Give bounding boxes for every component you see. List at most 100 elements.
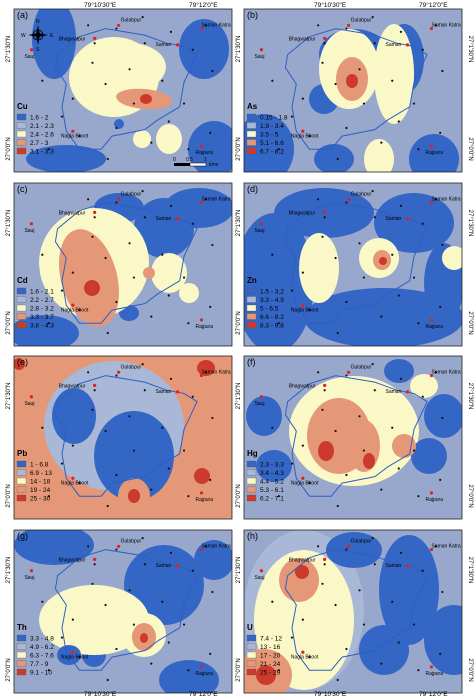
village-label: Rajpura	[425, 324, 443, 330]
sample-point	[397, 467, 400, 470]
sample-point	[187, 495, 190, 498]
sample-point	[93, 42, 96, 45]
panel-tag: (d)	[247, 184, 258, 194]
latitude-label: 27°1'30"N	[236, 210, 242, 237]
study-area-boundary	[54, 549, 198, 671]
legend-swatch	[16, 130, 27, 138]
sample-point	[167, 641, 170, 644]
panel-tag: (f)	[247, 357, 256, 367]
legend-swatch	[246, 147, 257, 155]
top-coordinate: 79°12'0"E	[419, 1, 448, 9]
village-marker	[301, 476, 305, 480]
scale-label: 0.5	[186, 157, 193, 163]
village-label: Saman Katra	[431, 370, 460, 376]
map-panel-u: Gulabpur Bhagwatpur Saman Katra Saman Sauj Na…	[243, 529, 463, 694]
village-label: Rajpura	[195, 671, 213, 677]
village-marker	[323, 557, 327, 561]
legend-title: Pb	[17, 449, 27, 458]
village-marker	[429, 318, 434, 322]
sample-point	[104, 82, 107, 86]
sample-point	[41, 426, 44, 429]
sample-point	[187, 322, 190, 325]
north-label: N	[36, 19, 40, 25]
legend-label: 3.3 - 3.7	[30, 314, 54, 321]
village-marker	[323, 210, 327, 214]
sample-point	[334, 603, 337, 607]
village-marker	[199, 547, 204, 552]
map-panel-pb: Gulabpur Bhagwatpur Saman Katra Saman Sauj Na…	[13, 355, 233, 520]
sample-point	[441, 590, 444, 594]
village-marker	[93, 36, 97, 40]
concentration-zone	[94, 411, 174, 501]
concentration-zone	[32, 9, 76, 79]
legend-label: 3.1 - 3.3	[30, 149, 54, 156]
sample-point	[397, 641, 400, 644]
sample-point	[143, 389, 146, 392]
legend-swatch	[16, 460, 27, 468]
top-coordinate: 79°12'0"E	[189, 1, 218, 9]
sample-point	[412, 449, 416, 452]
village-marker	[117, 544, 121, 548]
sample-point	[441, 416, 444, 420]
concentration-zone	[134, 198, 194, 258]
latitude-label: 27°0'0"N	[467, 137, 473, 160]
legend-title: As	[247, 102, 258, 111]
sample-point	[271, 253, 274, 256]
village-label: Sauj	[24, 228, 34, 234]
legend-swatch	[246, 130, 257, 138]
sample-point	[41, 79, 44, 82]
legend-swatch	[246, 494, 257, 502]
sample-point	[91, 582, 94, 585]
concentration-zone	[424, 605, 462, 675]
sample-point	[78, 482, 81, 485]
concentration-zone	[374, 24, 414, 124]
sample-point	[391, 426, 394, 429]
sample-point	[345, 548, 348, 551]
map-panel-cu: Gulabpur Bhagwatpur Saman Katra Saman Sauj Na…	[13, 8, 233, 173]
sample-point	[371, 363, 374, 366]
sample-point	[41, 253, 44, 256]
panel-frame	[243, 529, 463, 694]
legend-label: 1.6 - 2	[30, 115, 49, 122]
sample-point	[161, 600, 164, 603]
sample-point	[421, 395, 424, 398]
concentration-zone	[246, 396, 282, 436]
legend-swatch	[246, 477, 257, 485]
latitude-label: 27°0'0"N	[6, 484, 12, 507]
sample-point	[169, 377, 173, 380]
sample-point	[290, 289, 294, 292]
sample-point	[150, 141, 153, 144]
sample-point	[334, 429, 337, 433]
legend-swatch	[16, 304, 27, 312]
village-label: Sauj	[254, 228, 264, 234]
village-marker	[429, 547, 434, 552]
sample-point	[167, 467, 170, 470]
legend-label: 3.5 - 5	[260, 132, 279, 139]
village-marker	[199, 373, 204, 378]
concentration-zone	[384, 359, 414, 383]
sample-point	[47, 148, 50, 151]
legend-label: 2.8 - 3.2	[30, 306, 54, 313]
concentration-zone	[14, 315, 79, 346]
sample-point	[417, 148, 420, 151]
village-label: Bhagwatpur	[289, 36, 316, 42]
legend-swatch	[16, 321, 27, 329]
sample-point	[182, 102, 186, 105]
sample-point	[439, 131, 442, 134]
village-marker	[259, 222, 264, 226]
legend-swatch	[246, 486, 257, 493]
sample-point	[182, 449, 186, 452]
legend-label: 1.6 - 2.1	[30, 289, 54, 296]
top-coordinate: 79°10'30"E	[84, 1, 117, 9]
sample-point	[358, 415, 361, 418]
sample-point	[334, 82, 337, 86]
sample-point	[439, 478, 442, 481]
sample-point	[373, 42, 376, 45]
sample-point	[71, 444, 74, 447]
latitude-label: 27°1'30"N	[467, 210, 473, 237]
village-marker	[259, 569, 264, 573]
latitude-label: 27°0'0"N	[236, 311, 242, 334]
concentration-zone	[410, 374, 438, 398]
